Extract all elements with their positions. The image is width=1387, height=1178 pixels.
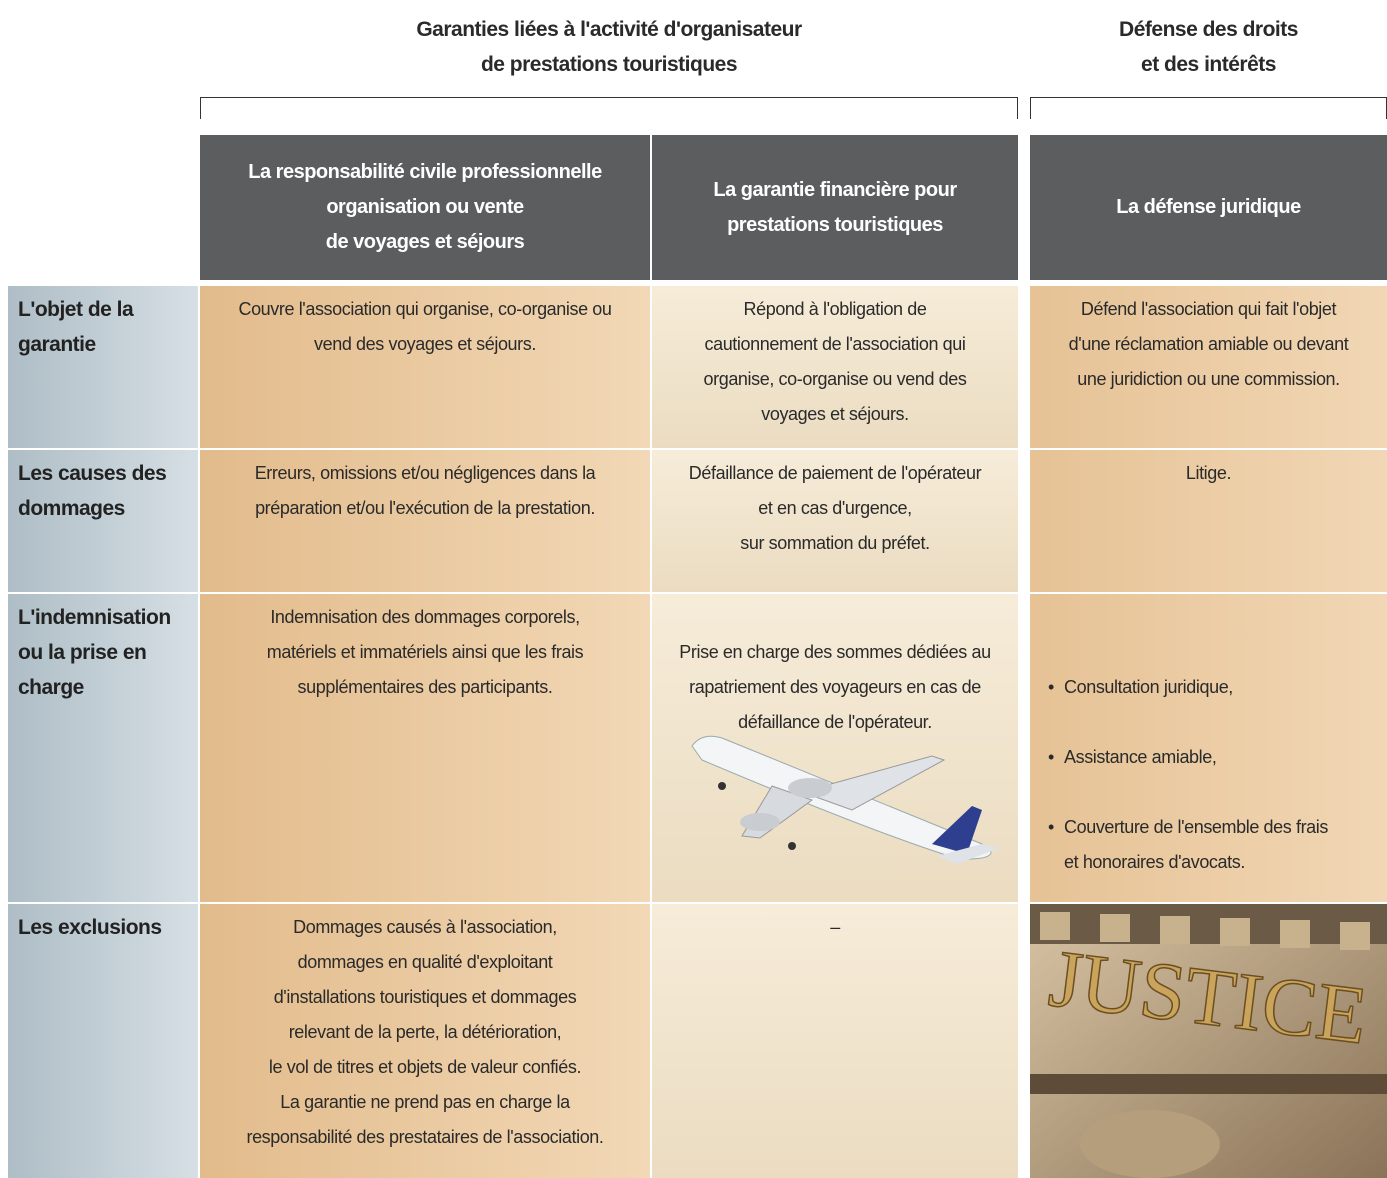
row-label: Les exclusions [8, 904, 198, 1178]
justice-image: JUSTICE [1030, 904, 1387, 1178]
row-label: Les causes des dommages [8, 450, 198, 592]
cell: Litige. [1030, 450, 1387, 592]
row-label: L'objet de la garantie [8, 286, 198, 448]
cell: Erreurs, omissions et/ou négligences dan… [200, 450, 650, 592]
group-title: Défense des droits et des intérêts [1119, 18, 1298, 76]
bullet-item: Assistance amiable, [1048, 740, 1387, 775]
airplane-image [691, 735, 1000, 864]
group-title: Garanties liées à l'activité d'organisat… [416, 18, 802, 76]
bracket [200, 97, 1018, 119]
row-label: L'indemnisation ou la prise en charge [8, 594, 198, 902]
bullet-list: Consultation juridique, Assistance amiab… [1030, 635, 1387, 915]
cell: Consultation juridique, Assistance amiab… [1030, 594, 1387, 902]
column-header: La garantie financière pour prestations … [652, 135, 1018, 280]
cell: Indemnisation des dommages corporels, ma… [200, 594, 650, 902]
cell: – [652, 904, 1018, 1178]
column-header: La responsabilité civile professionnelle… [200, 135, 650, 280]
cell: Prise en charge des sommes dédiées au ra… [652, 594, 1018, 902]
cell: Défend l'association qui fait l'objet d'… [1030, 286, 1387, 448]
cell-text: Prise en charge des sommes dédiées au ra… [679, 642, 991, 732]
column-header: La défense juridique [1030, 135, 1387, 280]
cell: Répond à l'obligation de cautionnement d… [652, 286, 1018, 448]
bracket [1030, 97, 1387, 119]
cell: Couvre l'association qui organise, co-or… [200, 286, 650, 448]
cell: Défaillance de paiement de l'opérateur e… [652, 450, 1018, 592]
bullet-item: Consultation juridique, [1048, 670, 1387, 705]
cell: Dommages causés à l'association, dommage… [200, 904, 650, 1178]
bullet-item: Couverture de l'ensemble des frais et ho… [1048, 810, 1387, 880]
justice-photo: JUSTICE [1030, 904, 1387, 1178]
